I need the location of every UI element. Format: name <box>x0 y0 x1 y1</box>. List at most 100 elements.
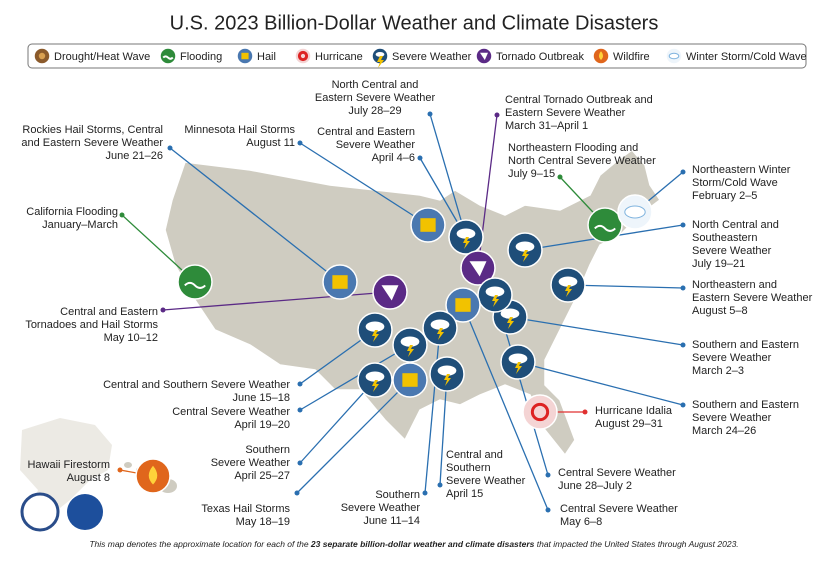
icon-cloud <box>375 52 385 57</box>
icon-flame <box>599 51 603 60</box>
event-label: May 6–8 <box>560 516 602 528</box>
leader-line <box>567 284 684 289</box>
leader-dot <box>680 222 686 228</box>
leader-dot <box>582 409 588 415</box>
event-label: Minnesota Hail Storms <box>184 124 295 136</box>
legend-box <box>27 43 807 69</box>
icon-bolt <box>515 362 522 374</box>
footnote-text: that impacted the United States through … <box>534 539 738 549</box>
legend-label: Hurricane <box>315 51 363 63</box>
icon <box>587 207 623 243</box>
event-label: Northeastern and <box>692 279 777 291</box>
leader-dot <box>545 472 551 478</box>
event-label: June 28–July 2 <box>558 480 632 492</box>
icon-cloud <box>365 321 385 332</box>
icon-bolt <box>522 250 529 262</box>
leader-line <box>517 361 684 406</box>
event-label: March 24–26 <box>692 425 756 437</box>
event-label: and Eastern Severe Weather <box>21 137 163 149</box>
event-label: January–March <box>42 219 118 231</box>
leader-dot <box>680 402 686 408</box>
event-label: May 18–19 <box>236 516 290 528</box>
footnote-bold: 23 separate billion-dollar weather and c… <box>310 539 535 549</box>
icon-cloud <box>500 308 520 319</box>
leader-line <box>162 291 391 311</box>
event-label: Severe Weather <box>692 245 772 257</box>
event-label: Central and <box>446 449 503 461</box>
legend-label: Wildfire <box>613 51 650 63</box>
event-label: April 19–20 <box>234 419 290 431</box>
leader-dot <box>297 460 303 466</box>
event-label: Tornadoes and Hail Storms <box>25 319 158 331</box>
icon-bolt <box>372 330 379 342</box>
event-label: Southern <box>245 444 290 456</box>
leader-line <box>299 142 429 226</box>
icon-sun <box>38 52 46 60</box>
event-label: Severe Weather <box>336 139 416 151</box>
leader-dot <box>494 112 500 118</box>
icon <box>294 47 312 65</box>
event-label: North Central and <box>332 79 419 91</box>
icon-hail <box>241 52 249 60</box>
event-label: Central Severe Weather <box>558 467 676 479</box>
event-label: June 15–18 <box>233 392 291 404</box>
event-label: North Central and <box>692 219 779 231</box>
event-label: Severe Weather <box>692 412 772 424</box>
event-label: July 19–21 <box>692 258 745 270</box>
event-label: Severe Weather <box>692 352 772 364</box>
event-label: North Central Severe Weather <box>508 155 656 167</box>
leader-line <box>424 327 441 494</box>
legend-label: Tornado Outbreak <box>496 51 585 63</box>
event-label: April 4–6 <box>372 152 415 164</box>
event-label: Severe Weather <box>211 457 291 469</box>
leader-dot <box>427 111 433 117</box>
icon-bolt <box>444 374 451 386</box>
icon-bolt <box>437 328 444 340</box>
event-label: Southeastern <box>692 232 757 244</box>
leader-line <box>462 304 549 511</box>
event-label: Severe Weather <box>446 475 526 487</box>
icon-tornado <box>480 52 488 60</box>
leader-line <box>509 316 684 346</box>
leader-dot <box>117 467 123 473</box>
event-label: March 31–April 1 <box>505 120 588 132</box>
event-label: Central Severe Weather <box>172 406 290 418</box>
leader-dot <box>167 145 173 151</box>
event-label: Rockies Hail Storms, Central <box>22 124 163 136</box>
event-label: California Flooding <box>26 206 118 218</box>
icon-bolt <box>463 237 470 249</box>
leader-dot <box>680 285 686 291</box>
event-label: Northeastern Winter <box>692 164 791 176</box>
icon-bolt <box>507 317 514 329</box>
icon-wave <box>594 224 616 232</box>
leader-dot <box>294 490 300 496</box>
event-label: August 11 <box>246 137 295 149</box>
footnote-text: This map denotes the approximate locatio… <box>89 539 311 549</box>
icon-cloud <box>624 205 646 219</box>
icon-bolt <box>407 345 414 357</box>
legend-label: Flooding <box>180 51 222 63</box>
event-label: March 2–3 <box>692 365 744 377</box>
icon-cloud <box>508 353 528 364</box>
event-label: Southern <box>446 462 491 474</box>
doc-seal <box>20 492 60 532</box>
event-label: Central Severe Weather <box>560 503 678 515</box>
leader-line <box>429 113 467 238</box>
icon-cloud <box>456 228 476 239</box>
icon-cloud <box>668 52 680 60</box>
event-label: Central Tornado Outbreak and <box>505 94 653 106</box>
icon-tornado <box>381 285 399 301</box>
icon-cloud <box>485 286 505 297</box>
icon-cloud <box>558 276 578 287</box>
icon-cloud <box>365 371 385 382</box>
icon-tornado <box>469 261 487 277</box>
event-label: August 5–8 <box>692 305 748 317</box>
leader-line <box>299 379 376 464</box>
event-label: August 8 <box>67 472 110 484</box>
event-label: Central and Eastern <box>317 126 415 138</box>
icon-cloud <box>437 365 457 376</box>
icon-wave <box>184 281 206 289</box>
icon-bolt <box>377 56 384 68</box>
event-label: Southern and Eastern <box>692 339 799 351</box>
